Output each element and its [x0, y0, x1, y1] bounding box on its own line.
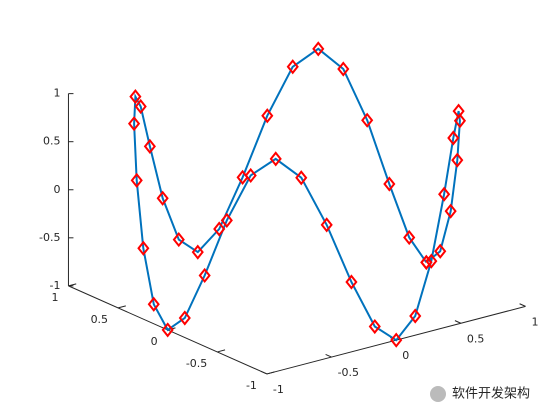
marker: [213, 221, 226, 237]
marker: [161, 322, 174, 338]
x-tick: [325, 353, 332, 358]
z-tick-label: 0: [53, 183, 60, 196]
marker: [295, 170, 308, 186]
watermark-text: 软件开发架构: [452, 386, 530, 402]
marker: [156, 190, 169, 206]
series-line: [133, 47, 461, 342]
marker: [390, 332, 403, 348]
marker: [244, 167, 257, 184]
watermark: 软件开发架构: [430, 386, 530, 402]
marker: [312, 41, 325, 57]
y-tick: [68, 283, 77, 287]
marker: [134, 98, 147, 115]
x-tick: [260, 370, 268, 375]
marker: [172, 231, 185, 248]
marker: [447, 130, 460, 146]
marker: [434, 243, 447, 259]
watermark-icon: [430, 386, 446, 402]
marker: [420, 254, 433, 270]
marker: [143, 138, 156, 155]
marker: [320, 217, 333, 233]
marker: [403, 229, 416, 246]
marker: [368, 318, 381, 335]
marker: [453, 113, 467, 129]
z-tick-label: -1: [49, 279, 60, 292]
y-tick: [217, 349, 226, 353]
marker: [137, 240, 150, 256]
y-tick-label: 0: [151, 335, 158, 348]
marker: [286, 59, 299, 75]
x-tick-label: -0.5: [338, 366, 359, 379]
marker: [383, 176, 396, 192]
x-tick-label: 0.5: [467, 332, 485, 345]
y-tick-label: -0.5: [186, 357, 207, 370]
marker: [129, 89, 142, 105]
x-tick: [454, 320, 462, 324]
marker: [451, 152, 464, 168]
marker: [409, 308, 422, 324]
marker: [337, 61, 350, 77]
y-tick-label: 1: [51, 291, 58, 304]
marker: [261, 108, 274, 124]
marker: [444, 203, 457, 219]
y-tick-label: 0.5: [91, 313, 109, 326]
marker: [130, 172, 143, 189]
marker: [127, 116, 141, 132]
x-tick-label: 1: [532, 315, 539, 328]
x-tick-label: 0: [402, 349, 409, 362]
marker: [178, 310, 191, 326]
x-tick: [519, 303, 526, 307]
y-tick: [117, 305, 126, 309]
z-tick-label: 1: [53, 87, 60, 100]
marker: [269, 151, 282, 167]
marker: [345, 274, 358, 290]
marker: [191, 244, 204, 260]
y-tick-label: -1: [246, 379, 257, 392]
x-tick-label: -1: [273, 383, 284, 396]
z-tick-label: -0.5: [39, 231, 60, 244]
marker: [438, 186, 451, 202]
marker: [361, 112, 374, 128]
marker: [147, 296, 160, 312]
z-tick-label: 0.5: [43, 135, 61, 148]
marker: [198, 267, 211, 284]
y-tick: [266, 371, 275, 375]
marker: [220, 212, 233, 228]
